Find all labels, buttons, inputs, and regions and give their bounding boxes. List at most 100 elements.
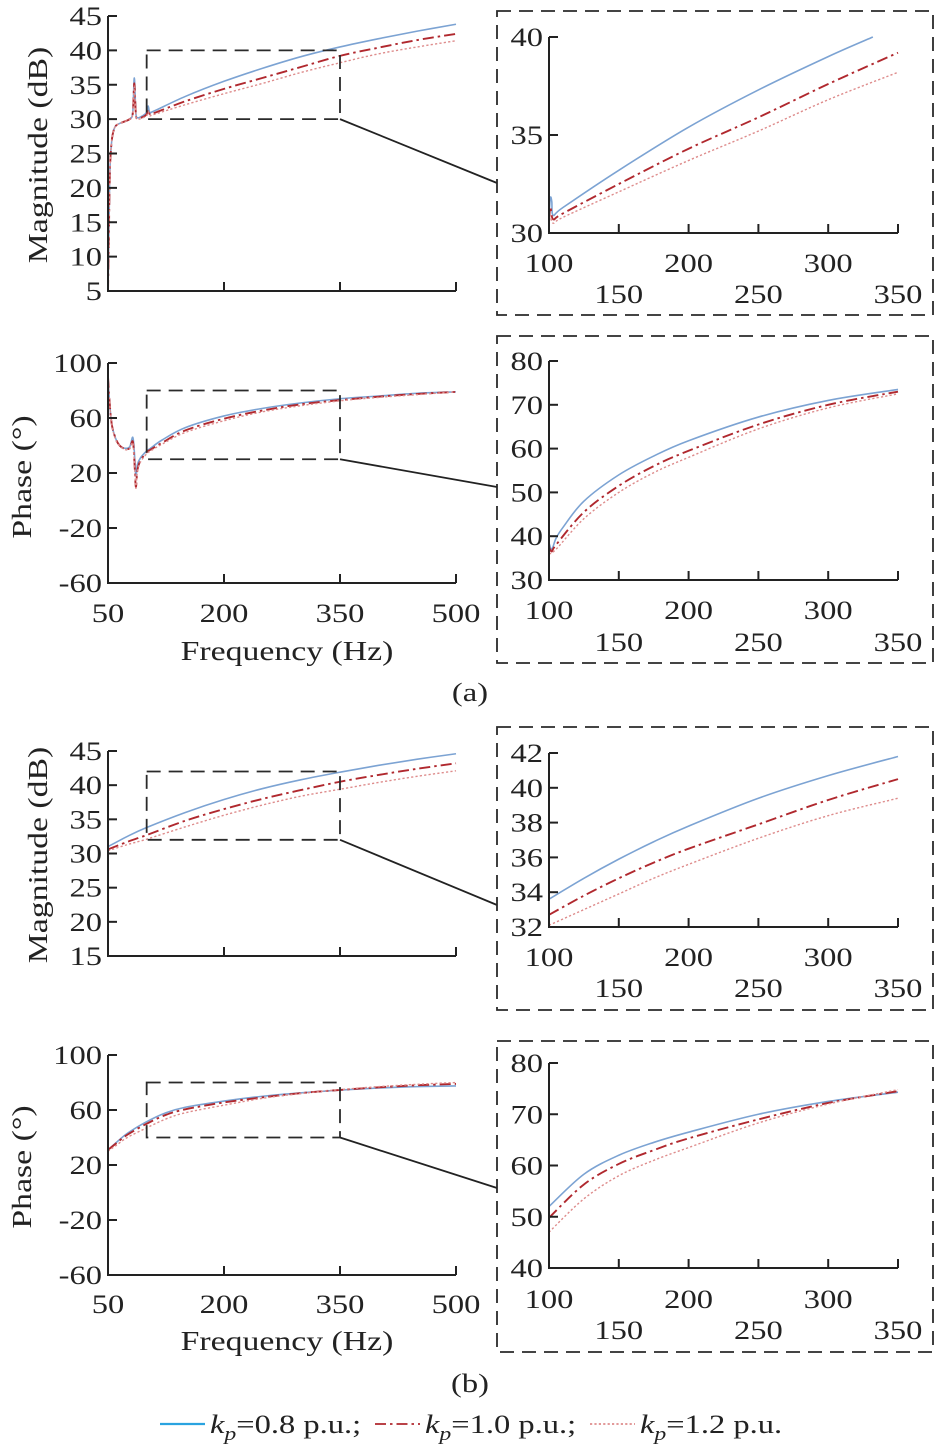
series-line-kp-1.2 bbox=[108, 1081, 457, 1152]
series-group bbox=[108, 752, 457, 852]
y-tick-label: 40 bbox=[70, 771, 103, 800]
axes bbox=[548, 361, 898, 581]
series-line-kp-1.2 bbox=[108, 379, 457, 489]
x-tick-label: 100 bbox=[525, 943, 574, 972]
zoom-region-box bbox=[145, 389, 341, 461]
legend-subscript: p bbox=[652, 1424, 666, 1445]
y-tick-label: 50 bbox=[511, 478, 544, 507]
zoom-connector-line bbox=[339, 1136, 498, 1189]
x-tick-label: 300 bbox=[804, 943, 853, 972]
series-group bbox=[549, 388, 899, 555]
x-tick-label: 150 bbox=[594, 628, 643, 657]
y-tick-label: -20 bbox=[59, 514, 102, 543]
y-tick-label: 30 bbox=[70, 840, 103, 869]
y-tick-label: 35 bbox=[511, 121, 544, 150]
x-tick-label: 250 bbox=[734, 628, 783, 657]
x-tick-label: 150 bbox=[594, 974, 643, 1003]
x-tick-label: 300 bbox=[804, 596, 853, 625]
legend-subscript: p bbox=[437, 1424, 451, 1445]
x-tick-label: 200 bbox=[664, 596, 713, 625]
y-tick-label: 40 bbox=[511, 522, 544, 551]
y-tick-label: 50 bbox=[511, 1203, 544, 1232]
legend-value: =0.8 p.u.; bbox=[236, 1410, 361, 1439]
series-group bbox=[108, 1081, 457, 1152]
series-line-kp-1.2 bbox=[108, 40, 457, 291]
series-line-kp-1.2 bbox=[549, 71, 899, 226]
x-tick-label: 200 bbox=[664, 1285, 713, 1314]
x-tick-label: 150 bbox=[594, 280, 643, 309]
zoom-inset-border bbox=[496, 10, 934, 316]
legend-label: k p=0.8 p.u.; bbox=[210, 1410, 361, 1445]
x-tick-label: 100 bbox=[525, 596, 574, 625]
x-tick-label: 350 bbox=[316, 1290, 365, 1319]
zoom-region-box bbox=[145, 49, 341, 121]
x-tick-label: 250 bbox=[734, 974, 783, 1003]
zoom-inset-border bbox=[496, 335, 934, 664]
x-tick-label: 50 bbox=[92, 599, 125, 628]
legend-symbol: k bbox=[640, 1410, 655, 1439]
legend-value: =1.0 p.u.; bbox=[451, 1410, 576, 1439]
y-tick-label: 38 bbox=[511, 809, 544, 838]
y-axis-label: Phase (°) bbox=[7, 1105, 37, 1228]
x-tick-label: 300 bbox=[804, 1285, 853, 1314]
y-tick-label: 30 bbox=[511, 566, 544, 595]
axes bbox=[548, 37, 898, 234]
x-axis-label: Frequency (Hz) bbox=[181, 1326, 394, 1356]
x-tick-label: 350 bbox=[316, 599, 365, 628]
series-line-kp-1 bbox=[549, 1090, 899, 1219]
y-tick-label: 40 bbox=[511, 23, 544, 52]
y-tick-label: 15 bbox=[70, 208, 103, 237]
series-line-kp-1 bbox=[549, 390, 899, 553]
legend-subscript: p bbox=[222, 1424, 236, 1445]
panel-label-b: (b) bbox=[451, 1369, 489, 1398]
series-line-kp-1.2 bbox=[549, 1088, 899, 1233]
series-line-kp-0.8 bbox=[108, 376, 457, 477]
y-tick-label: 20 bbox=[70, 1151, 103, 1180]
x-tick-label: 350 bbox=[874, 628, 923, 657]
y-tick-label: 20 bbox=[70, 459, 103, 488]
y-tick-label: 70 bbox=[511, 1100, 544, 1129]
y-tick-label: 60 bbox=[70, 1096, 103, 1125]
y-tick-label: -60 bbox=[59, 569, 102, 598]
axes bbox=[548, 753, 898, 928]
x-tick-label: 500 bbox=[432, 1290, 481, 1319]
y-tick-label: 80 bbox=[511, 347, 544, 376]
y-tick-label: 60 bbox=[511, 1152, 544, 1181]
series-group bbox=[549, 755, 899, 926]
zoom-connector-line bbox=[339, 839, 498, 906]
series-line-kp-0.8 bbox=[549, 755, 899, 900]
zoom-connector-line bbox=[339, 118, 498, 184]
y-tick-label: 32 bbox=[511, 913, 544, 942]
x-tick-label: 350 bbox=[874, 974, 923, 1003]
y-tick-label: 30 bbox=[511, 219, 544, 248]
series-line-kp-1 bbox=[108, 32, 457, 291]
legend-item-1: k p=1.0 p.u.; bbox=[375, 1410, 576, 1445]
legend-item-2: k p=1.2 p.u. bbox=[590, 1410, 782, 1445]
x-tick-label: 500 bbox=[432, 599, 481, 628]
x-tick-label: 100 bbox=[525, 1285, 574, 1314]
series-line-kp-0.8 bbox=[108, 23, 457, 291]
x-tick-label: 250 bbox=[734, 280, 783, 309]
series-group bbox=[108, 23, 457, 291]
y-tick-label: 42 bbox=[511, 739, 544, 768]
chart-b-magnitude-zoom: 32 34 36 38 40 42 100 150 200 250 300 350 bbox=[496, 726, 934, 1011]
y-tick-label: -20 bbox=[59, 1206, 102, 1235]
panel-label-a: (a) bbox=[452, 678, 488, 707]
series-line-kp-1 bbox=[108, 762, 457, 851]
x-tick-label: 150 bbox=[594, 1316, 643, 1345]
series-line-kp-1.2 bbox=[108, 770, 457, 852]
zoom-inset-border bbox=[496, 726, 934, 1011]
series-line-kp-0.8 bbox=[549, 388, 899, 551]
y-tick-label: 30 bbox=[70, 105, 103, 134]
legend-symbol: k bbox=[210, 1410, 225, 1439]
y-tick-label: -60 bbox=[59, 1261, 102, 1290]
legend-item-0: k p=0.8 p.u.; bbox=[160, 1410, 361, 1445]
chart-a-phase: -60 -20 20 60 100 50 200 350 500 Phase (°) Frequen… bbox=[7, 349, 498, 666]
legend-label: k p=1.2 p.u. bbox=[640, 1410, 782, 1445]
y-tick-label: 25 bbox=[70, 874, 103, 903]
chart-a-magnitude: 5 10 15 20 25 30 35 40 45 Magnitude (dB) bbox=[23, 2, 498, 306]
legend-label: k p=1.0 p.u.; bbox=[425, 1410, 576, 1445]
y-axis-label: Magnitude (dB) bbox=[23, 747, 53, 964]
x-tick-label: 200 bbox=[664, 943, 713, 972]
